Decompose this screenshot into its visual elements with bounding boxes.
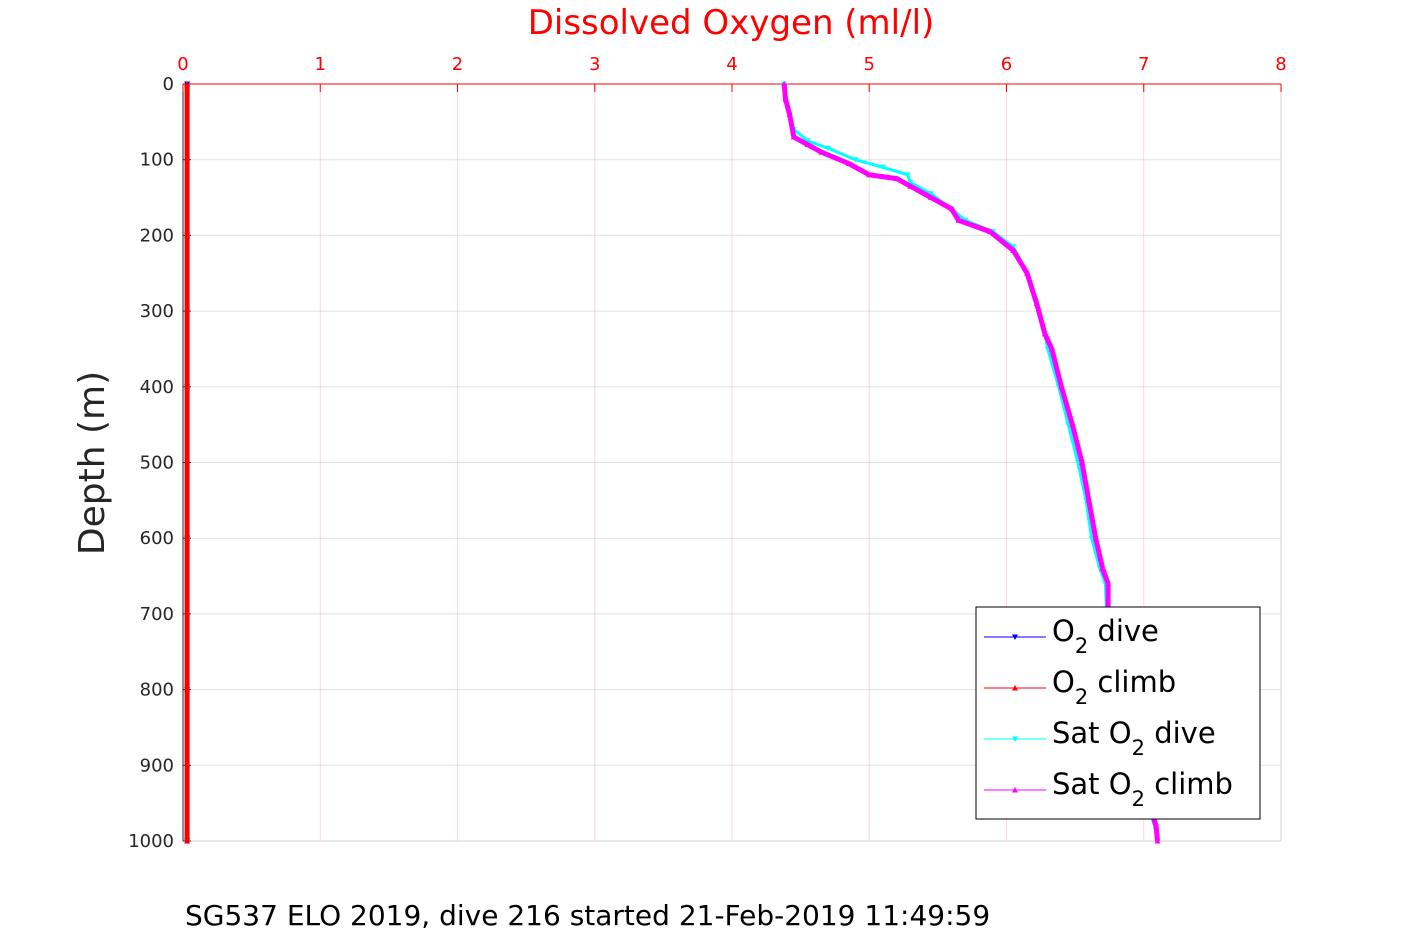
x-tick-label: 2 [452, 54, 463, 75]
legend-marker-sat-o2-dive [1012, 736, 1018, 742]
x-tick-label: 1 [315, 54, 326, 75]
data-point-sat-o2-climb [1010, 247, 1017, 254]
data-point-sat-o2-climb [893, 175, 900, 182]
data-point-sat-o2-climb [1153, 822, 1160, 829]
data-point-sat-o2-climb [928, 194, 935, 201]
data-point-sat-o2-climb [1041, 330, 1048, 337]
legend-marker-sat-o2-climb [1012, 787, 1018, 793]
data-point-o2-climb [184, 838, 191, 844]
data-point-sat-o2-climb [781, 81, 788, 87]
data-point-sat-o2-dive [804, 138, 811, 144]
legend-box [975, 606, 1261, 820]
y-tick-label: 300 [140, 301, 174, 322]
y-tick-label: 1000 [128, 831, 174, 852]
legend-items: O2 dive O2 climb Sat O2 dive Sat O2 climb [984, 614, 1233, 811]
data-point-sat-o2-climb [845, 160, 852, 166]
data-point-sat-o2-dive [879, 164, 886, 171]
data-point-sat-o2-climb [786, 111, 793, 117]
x-tick-label: 3 [589, 54, 600, 75]
y-tick-label: 400 [140, 377, 174, 398]
data-point-sat-o2-climb [1048, 345, 1055, 352]
data-point-o2-climb [184, 81, 191, 87]
data-point-sat-o2-climb [907, 183, 914, 189]
data-point-sat-o2-climb [1154, 838, 1161, 844]
chart-title: Dissolved Oxygen (ml/l) [528, 3, 935, 43]
y-tick-label: 800 [140, 680, 174, 701]
data-point-sat-o2-climb [1105, 580, 1112, 587]
data-point-sat-o2-climb [1033, 300, 1040, 307]
legend-marker-o2-dive [1012, 634, 1018, 640]
x-ticks: 0 1 2 3 4 5 6 7 8 [177, 54, 1287, 92]
y-tick-label: 700 [140, 604, 174, 625]
legend-label-o2-climb: O2 climb [1052, 665, 1176, 709]
legend-marker-o2-climb [1012, 685, 1018, 691]
data-point-sat-o2-dive [825, 145, 832, 152]
x-tick-label: 6 [1001, 54, 1012, 75]
y-tick-label: 100 [140, 150, 174, 171]
data-point-sat-o2-dive [852, 157, 859, 163]
data-point-sat-o2-climb [1078, 459, 1085, 465]
x-tick-label: 5 [864, 54, 875, 75]
data-point-sat-o2-climb [1024, 270, 1031, 276]
data-point-o2-climb [184, 686, 191, 693]
data-point-sat-o2-climb [955, 217, 962, 223]
y-tick-label: 0 [163, 74, 174, 95]
data-point-sat-o2-climb [1058, 383, 1065, 390]
data-point-sat-o2-climb [790, 133, 797, 140]
data-point-sat-o2-dive [904, 172, 911, 178]
footer-caption: SG537 ELO 2019, dive 216 started 21-Feb-… [185, 899, 990, 932]
data-point-o2-climb [184, 383, 191, 390]
data-point-sat-o2-climb [804, 141, 811, 148]
legend: O2 dive O2 climb Sat O2 dive Sat O2 climb [975, 606, 1261, 820]
y-axis-label: Depth (m) [72, 371, 113, 555]
data-point-sat-o2-dive [928, 191, 935, 197]
data-point-o2-climb [184, 535, 191, 541]
data-point-sat-o2-climb [1069, 421, 1076, 428]
data-point-sat-o2-dive [907, 179, 914, 186]
x-tick-label: 0 [177, 54, 188, 75]
y-ticks: 0 100 200 300 400 500 600 700 800 900 1000 [128, 74, 191, 852]
y-tick-label: 200 [140, 225, 174, 246]
y-tick-label: 900 [140, 755, 174, 776]
x-tick-label: 8 [1275, 54, 1286, 75]
y-tick-label: 600 [140, 528, 174, 549]
x-tick-label: 7 [1138, 54, 1149, 75]
data-point-o2-climb [184, 232, 191, 238]
data-point-sat-o2-climb [866, 171, 873, 178]
data-point-sat-o2-dive [1010, 244, 1017, 250]
data-point-sat-o2-climb [1085, 497, 1092, 503]
legend-label-sat-o2-climb: Sat O2 climb [1052, 767, 1233, 811]
legend-label-o2-dive: O2 dive [1052, 614, 1159, 658]
data-point-sat-o2-climb [1099, 565, 1106, 571]
data-point-sat-o2-climb [948, 205, 955, 212]
x-tick-label: 4 [726, 54, 737, 75]
data-point-sat-o2-climb [782, 96, 789, 102]
data-point-sat-o2-climb [818, 149, 825, 155]
legend-label-sat-o2-dive: Sat O2 dive [1052, 716, 1216, 760]
y-tick-label: 500 [140, 453, 174, 474]
data-point-sat-o2-climb [1092, 535, 1099, 541]
data-point-sat-o2-climb [987, 228, 994, 235]
